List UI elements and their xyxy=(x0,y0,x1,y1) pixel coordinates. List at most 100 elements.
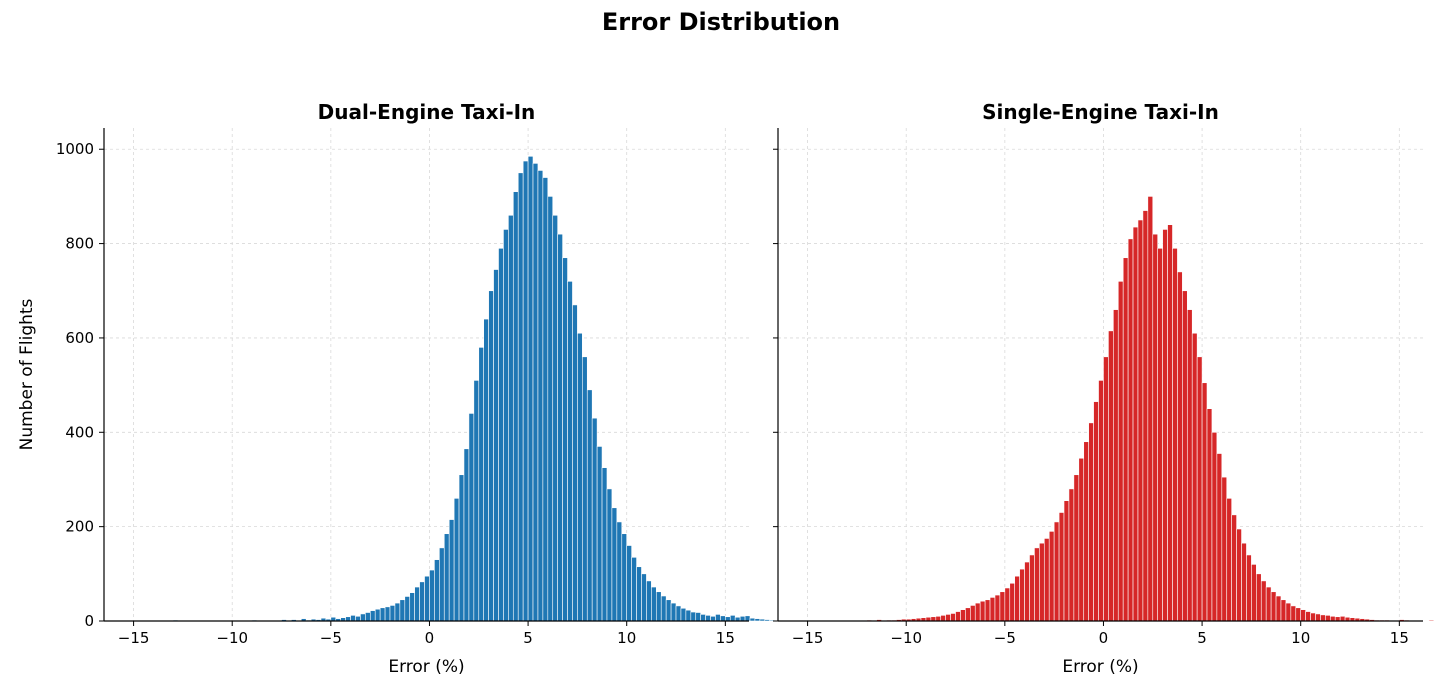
histogram-bar xyxy=(1004,587,1011,622)
histogram-bar xyxy=(994,594,1001,622)
histogram-bar xyxy=(1221,476,1228,622)
histogram-bar xyxy=(429,569,435,622)
histogram-bar xyxy=(1098,380,1104,622)
histogram-bar xyxy=(448,519,455,622)
histogram-bar xyxy=(1088,422,1094,622)
histogram-bar xyxy=(660,595,667,622)
histogram-bar xyxy=(345,616,351,622)
histogram-bar xyxy=(631,557,637,622)
histogram-bar xyxy=(1275,595,1282,622)
histogram-bar xyxy=(493,269,499,622)
histogram-bar xyxy=(1226,498,1232,622)
histogram-bar xyxy=(1285,602,1292,622)
histogram-bar xyxy=(1029,554,1035,622)
y-tick-label: 200 xyxy=(65,518,94,536)
histogram-bar xyxy=(508,214,514,622)
histogram-bar xyxy=(1329,615,1336,622)
histogram-bar xyxy=(483,318,489,622)
y-tick-label: 400 xyxy=(65,423,94,441)
histogram-bar xyxy=(646,580,652,622)
histogram-bar xyxy=(729,615,736,622)
histogram-bar xyxy=(1339,615,1346,622)
histogram-bar xyxy=(379,607,386,622)
histogram-bar xyxy=(1177,271,1183,622)
histogram-bar xyxy=(458,474,465,622)
histogram-bar xyxy=(1231,514,1237,622)
histogram-bar xyxy=(1073,474,1080,622)
histogram-bar xyxy=(984,599,991,622)
histogram-bar xyxy=(1142,210,1149,622)
x-tick-label: −15 xyxy=(118,629,150,647)
histogram-bar xyxy=(1236,528,1242,622)
histogram-bar xyxy=(1053,521,1060,622)
histogram-bar xyxy=(601,467,608,622)
histogram-bar xyxy=(1039,542,1045,622)
x-tick-label: −5 xyxy=(320,629,342,647)
histogram-bar xyxy=(695,612,701,622)
histogram-bar xyxy=(394,602,401,622)
histogram-bar xyxy=(517,172,524,622)
histogram-bar xyxy=(690,611,697,622)
histogram-bar xyxy=(443,533,450,622)
histogram-bar xyxy=(389,605,396,622)
histogram-bar xyxy=(1152,233,1159,622)
y-tick-label: 0 xyxy=(84,612,94,630)
histogram-bar xyxy=(1063,500,1070,622)
histogram-bar xyxy=(547,196,554,622)
x-tick-label: 15 xyxy=(1390,629,1409,647)
histogram-bar xyxy=(754,618,761,622)
histogram-bar xyxy=(749,617,756,622)
histogram-bar xyxy=(1137,219,1144,622)
histogram-bar xyxy=(1157,248,1163,622)
histogram-bar xyxy=(468,413,475,622)
histogram-bar xyxy=(567,281,573,622)
histogram-bar xyxy=(463,448,470,622)
histogram-bar xyxy=(1310,612,1316,622)
histogram-bar xyxy=(542,177,549,622)
histogram-bar xyxy=(1320,614,1326,622)
histogram-bar xyxy=(1206,408,1213,622)
histogram-bar xyxy=(974,602,981,622)
histogram-bar xyxy=(611,507,618,622)
histogram-bar xyxy=(488,290,494,622)
histogram-bar xyxy=(582,356,588,622)
histogram-bar xyxy=(725,616,731,622)
histogram-bar xyxy=(685,609,692,622)
histogram-bar xyxy=(1014,575,1020,622)
histogram-bar xyxy=(989,597,996,622)
histogram-bar xyxy=(1260,580,1267,622)
histogram-bar xyxy=(935,615,942,622)
histogram-bar xyxy=(950,613,956,622)
histogram-bar xyxy=(1113,309,1119,622)
histogram-bar xyxy=(562,257,568,622)
histogram-bar xyxy=(572,304,578,622)
panel-title: Dual-Engine Taxi-In xyxy=(318,100,536,124)
histogram-bar xyxy=(557,233,563,622)
histogram-bar xyxy=(1325,615,1331,622)
histogram-bar xyxy=(965,607,971,622)
histogram-bar xyxy=(1216,453,1223,622)
histogram-bar xyxy=(512,191,519,622)
histogram-bar xyxy=(715,614,721,622)
histogram-bar xyxy=(744,615,751,622)
x-tick-label: −5 xyxy=(994,629,1016,647)
histogram-bar xyxy=(1019,568,1025,622)
single-engine-panel: −15 −10 −5 0 5 10 15 Single-Engine Taxi-In Error… xyxy=(773,100,1435,677)
histogram-bar xyxy=(759,618,766,622)
x-tick-label: −10 xyxy=(890,629,922,647)
histogram-bar xyxy=(478,347,485,622)
histogram-bar xyxy=(409,592,415,622)
histogram-bar xyxy=(1024,561,1030,622)
histogram-bar xyxy=(1108,330,1114,622)
histogram-bar xyxy=(720,615,726,622)
x-tick-label: 10 xyxy=(1291,629,1310,647)
histogram-bar xyxy=(591,417,598,622)
gridlines xyxy=(104,128,749,622)
histogram-bar xyxy=(369,610,376,622)
y-tick-label: 800 xyxy=(65,235,94,253)
figure-title: Error Distribution xyxy=(602,8,840,36)
histogram-bar xyxy=(960,609,966,622)
histogram-bar xyxy=(764,619,771,622)
histogram-bar xyxy=(414,586,420,622)
y-tick-label: 600 xyxy=(65,329,94,347)
